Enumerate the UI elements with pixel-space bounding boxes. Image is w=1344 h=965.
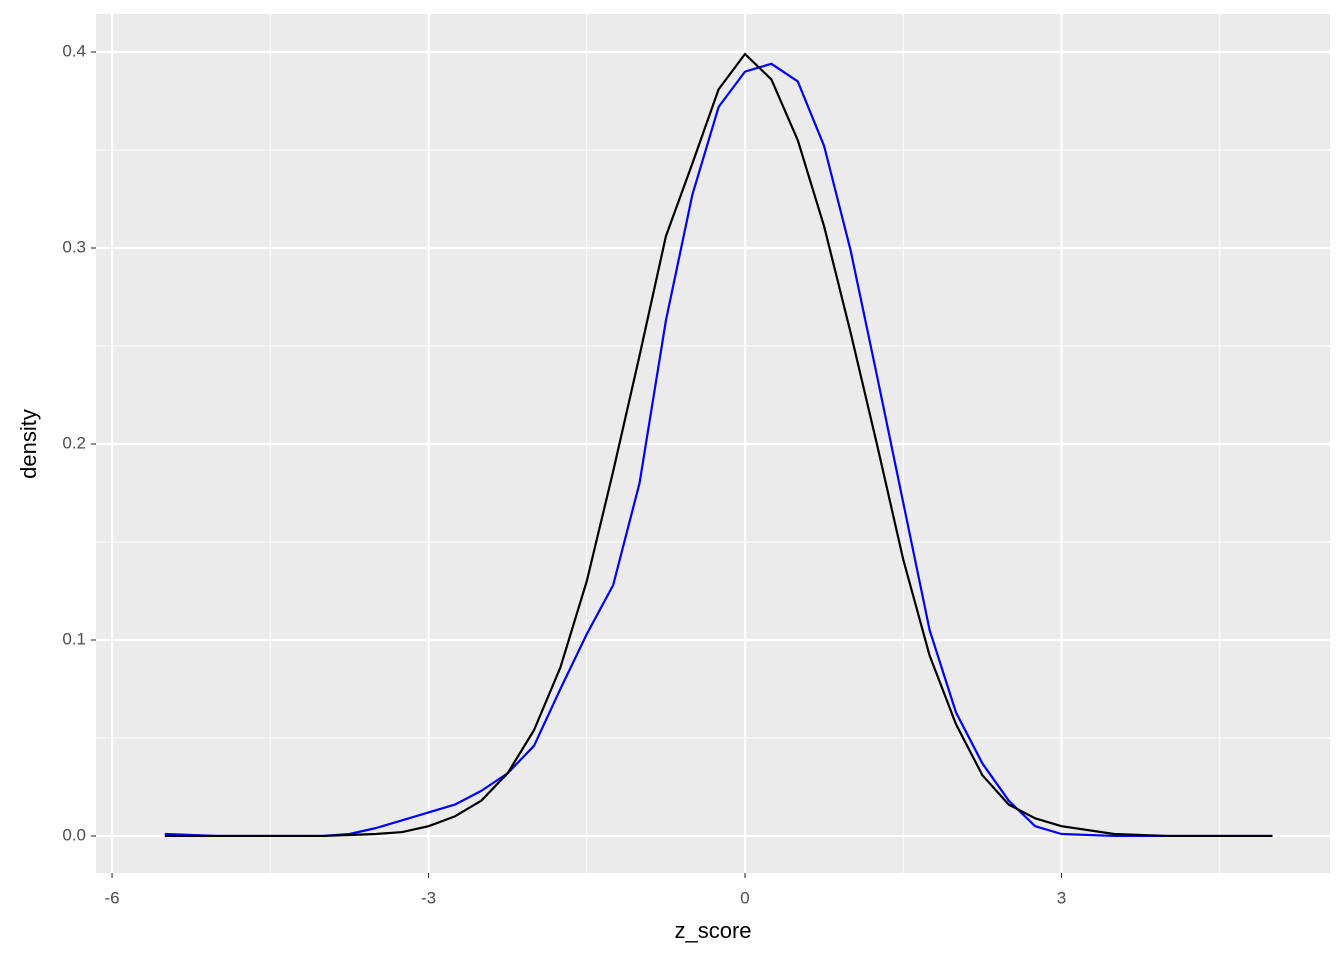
x-tick-label: -3 [421,888,436,907]
x-axis-title: z_score [674,918,751,943]
y-tick-label: 0.2 [62,433,86,452]
y-tick-label: 0.3 [62,237,86,256]
y-tick-label: 0.1 [62,629,86,648]
x-tick-label: 0 [740,888,749,907]
density-line [164,62,1273,838]
y-tick-label: 0.0 [62,825,86,844]
x-tick-label: 3 [1057,888,1066,907]
lines [164,52,1273,838]
x-tick-label: -6 [104,888,119,907]
y-axis-title: density [16,409,41,479]
density-line [164,52,1273,838]
y-tick-label: 0.4 [62,42,86,61]
grid [96,14,1330,873]
